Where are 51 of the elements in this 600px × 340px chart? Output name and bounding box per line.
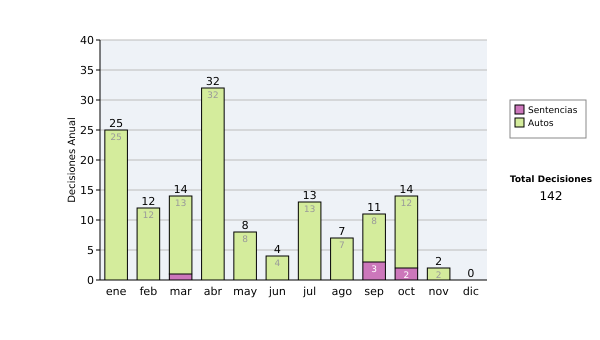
total-label: 12 [141, 195, 156, 208]
total-label: 8 [242, 219, 249, 232]
x-tick-label: dic [462, 285, 479, 298]
data-label: 4 [274, 259, 281, 269]
x-tick-label: nov [428, 285, 450, 298]
total-label: 14 [399, 183, 414, 196]
text: Total Decisiones [510, 175, 592, 185]
y-tick-label: 40 [80, 34, 94, 47]
y-axis-title: Decisiones Anual [67, 117, 78, 203]
text: 142 [540, 189, 562, 203]
legend-label: Sentencias [528, 106, 578, 116]
legend-label: Autos [528, 119, 554, 129]
data-label: 25 [110, 133, 122, 143]
x-tick-label: mar [170, 285, 192, 298]
y-tick-label: 25 [80, 124, 94, 137]
x-tick-label: ene [106, 285, 127, 298]
total-label: 0 [467, 267, 474, 280]
data-label: 13 [304, 205, 316, 215]
data-label: 12 [400, 199, 412, 209]
x-tick-label: abr [204, 285, 222, 298]
data-label: 2 [404, 271, 410, 281]
data-label: 32 [207, 91, 219, 101]
data-label: 8 [242, 235, 248, 245]
data-label: 2 [436, 271, 442, 281]
y-tick-label: 20 [80, 154, 94, 167]
y-tick-label: 10 [80, 214, 94, 227]
x-tick-label: may [233, 285, 258, 298]
y-tick-label: 35 [80, 64, 94, 77]
x-tick-label: feb [140, 285, 158, 298]
total-label: 13 [302, 189, 317, 202]
total-label: 2 [435, 255, 442, 268]
data-label: 8 [371, 217, 378, 227]
data-label: 7 [339, 241, 345, 251]
total-label: 25 [109, 117, 124, 130]
data-label: 13 [174, 199, 186, 209]
data-label: 12 [142, 211, 154, 221]
y-tick-label: 15 [80, 184, 94, 197]
total-label: 14 [174, 183, 188, 196]
total-label: 4 [274, 243, 281, 256]
x-tick-label: jul [302, 285, 316, 298]
total-label: 32 [206, 75, 220, 88]
y-tick-label: 5 [87, 244, 94, 257]
total-label: 11 [367, 201, 382, 214]
x-tick-label: sep [364, 285, 384, 298]
x-tick-label: jun [268, 285, 286, 298]
x-tick-label: oct [398, 285, 416, 298]
y-tick-label: 30 [80, 94, 94, 107]
total-label: 7 [338, 225, 346, 238]
data-label: 3 [371, 265, 377, 275]
y-tick-label: 0 [87, 274, 94, 287]
x-tick-label: ago [332, 285, 352, 298]
